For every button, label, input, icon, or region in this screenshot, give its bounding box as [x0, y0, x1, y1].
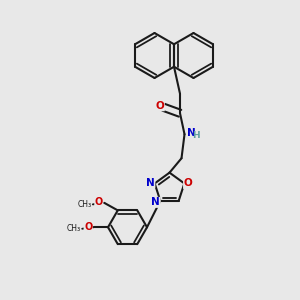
- Text: N: N: [146, 178, 155, 188]
- Text: H: H: [192, 131, 200, 140]
- Text: CH₃: CH₃: [67, 224, 81, 233]
- Text: O: O: [155, 101, 164, 111]
- Text: N: N: [152, 197, 160, 207]
- Text: CH₃: CH₃: [77, 200, 92, 209]
- Text: O: O: [184, 178, 192, 188]
- Text: N: N: [187, 128, 196, 138]
- Text: O: O: [95, 197, 103, 207]
- Text: O: O: [84, 222, 92, 232]
